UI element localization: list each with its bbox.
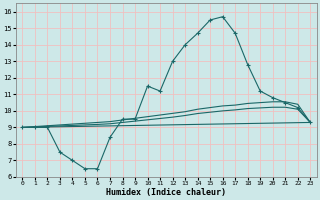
X-axis label: Humidex (Indice chaleur): Humidex (Indice chaleur) xyxy=(106,188,226,197)
